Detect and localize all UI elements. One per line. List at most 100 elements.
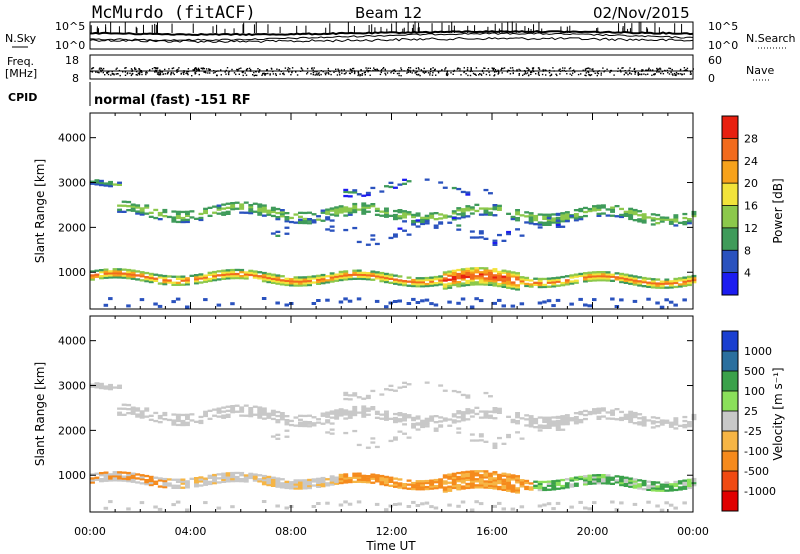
velocity-cell [261,477,267,480]
velocity-cell [157,414,163,418]
velocity-cell [655,485,661,488]
velocity-cell [103,387,109,390]
power-cell [320,280,326,283]
power-cell [307,279,312,283]
power-cell [329,213,335,216]
power-cell [501,277,507,280]
power-cell [650,213,656,216]
velocity-cell [365,477,371,480]
freq-dot [507,69,509,71]
velocity-cell [433,506,439,510]
power-cell [578,215,584,219]
velocity-cell [99,386,104,390]
power-cell [411,213,416,217]
velocity-cell [275,504,280,508]
freq-tick-bottom: 8 [72,72,79,85]
velocity-cell [429,415,435,418]
power-cell [429,278,435,281]
velocity-cell [194,477,199,480]
power-cell [103,272,109,275]
power-cell [302,221,308,225]
power-cell [175,210,181,213]
power-cell [352,271,358,274]
power-colorbar-tick-label: 8 [744,244,751,257]
velocity-cell [329,410,335,413]
power-cell [469,277,475,280]
velocity-cell [623,484,629,487]
power-cell [451,279,457,283]
power-cell [420,220,425,223]
velocity-cell [646,419,652,422]
freq-dot [524,72,527,74]
power-cell [687,277,692,280]
velocity-cell [619,501,624,505]
velocity-cell [384,475,389,479]
velocity-cell [334,411,340,414]
velocity-cell [361,476,367,479]
freq-dot [352,67,355,70]
velocity-cell [420,421,425,424]
freq-dot [400,67,402,69]
velocity-cell [221,478,227,481]
power-cell [542,213,548,216]
velocity-cell [284,421,290,424]
power-cell [420,299,425,303]
velocity-cell [298,414,303,417]
velocity-cell [284,484,290,488]
power-cell [257,203,263,206]
freq-dot [139,71,141,73]
velocity-cell [239,414,245,417]
power-cell [668,284,674,287]
velocity-cell [325,411,331,414]
power-cell [126,200,132,204]
freq-dot [586,67,589,69]
power-cell [234,268,240,272]
velocity-cell [605,476,611,479]
freq-dot [587,71,589,73]
power-cell [266,209,272,212]
power-cell [438,283,444,286]
power-cell [316,278,321,281]
velocity-cell [103,471,109,474]
power-cell [329,278,335,281]
velocity-cell [388,384,394,387]
power-cell [623,210,629,213]
velocity-cell [144,415,150,418]
freq-dot [228,70,230,73]
velocity-cell [592,480,597,483]
freq-dot [160,71,162,73]
power-cell [623,273,629,276]
power-cell [284,283,290,287]
freq-dot [630,73,633,75]
power-cell [261,278,267,281]
power-cell [424,218,430,221]
velocity-cell [221,416,227,419]
velocity-cell [117,475,122,478]
velocity-cell [121,471,127,474]
velocity-cell [347,476,353,480]
freq-dot [647,69,650,71]
power-cell [501,271,507,274]
power-cell [650,278,656,281]
power-cell [442,285,448,288]
power-cell [488,283,493,286]
velocity-cell [501,484,507,487]
freq-dot [393,72,395,74]
freq-dot [494,74,496,76]
velocity-cell [451,419,457,423]
velocity-cell [230,407,236,410]
velocity-cell [298,422,303,426]
power-cell [537,301,543,305]
freq-dot [263,72,265,74]
power-cell [641,279,647,282]
freq-dot [506,71,509,73]
power-cell [433,303,439,307]
freq-dot [542,69,544,71]
freq-dot [675,74,677,77]
freq-dot [414,72,416,74]
velocity-cell [420,425,425,429]
freq-dot [624,72,627,74]
velocity-cell [108,388,113,391]
freq-dot [562,67,564,69]
freq-dot [202,67,204,70]
